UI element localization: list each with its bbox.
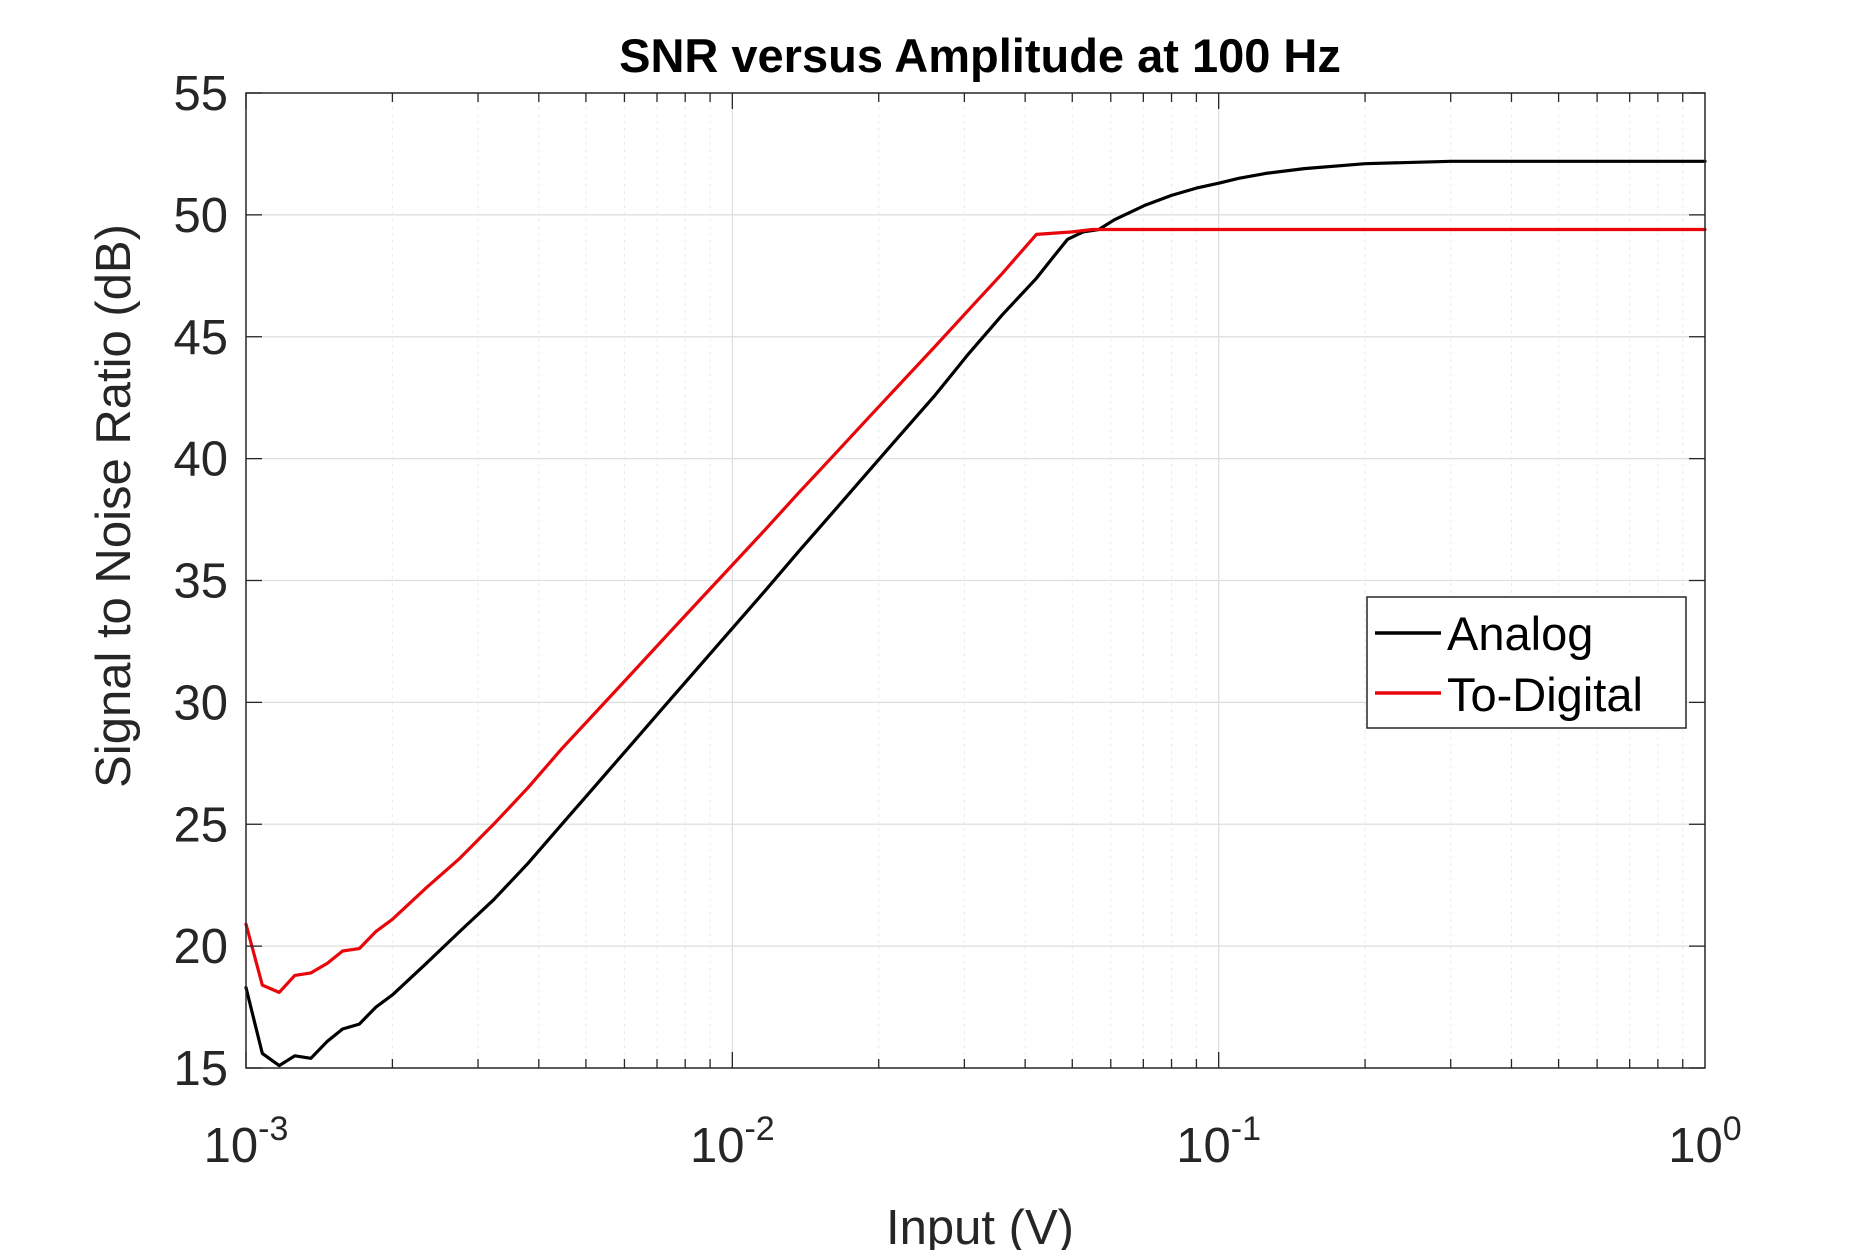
y-tick-label: 20	[173, 920, 228, 974]
legend-box	[1366, 596, 1687, 729]
y-tick-label: 40	[173, 433, 228, 487]
y-tick-label: 25	[173, 798, 228, 852]
legend: Analog To-Digital	[1366, 596, 1687, 729]
series-line-to-digital	[244, 227, 1707, 995]
legend-label-to-digital: To-Digital	[1447, 668, 1643, 721]
y-axis-label: Signal to Noise Ratio (dB)	[87, 224, 141, 788]
x-tick-label: 10-2	[690, 1110, 775, 1173]
y-tick-label: 45	[173, 311, 228, 365]
x-tick-label: 10-3	[204, 1110, 289, 1173]
grid	[246, 93, 1705, 1068]
tick-marks	[245, 92, 1705, 1069]
chart-title: SNR versus Amplitude at 100 Hz	[619, 29, 1341, 82]
y-tick-label: 50	[173, 189, 228, 243]
series-line-analog	[244, 159, 1707, 1068]
y-tick-label: 35	[173, 555, 228, 609]
y-tick-label: 15	[173, 1042, 228, 1096]
x-tick-label: 100	[1668, 1110, 1741, 1173]
series-layer	[244, 159, 1707, 1068]
x-tick-label: 10-1	[1176, 1110, 1261, 1173]
y-tick-label: 30	[173, 676, 228, 730]
x-tick-labels: 10-3 10-2 10-1 100	[204, 1110, 1742, 1173]
x-axis-label: Input (V)	[886, 1201, 1074, 1250]
legend-label-analog: Analog	[1447, 607, 1593, 660]
y-tick-labels: 15 20 25 30 35 40 45 50 55	[173, 67, 228, 1096]
y-tick-label: 55	[173, 67, 228, 121]
